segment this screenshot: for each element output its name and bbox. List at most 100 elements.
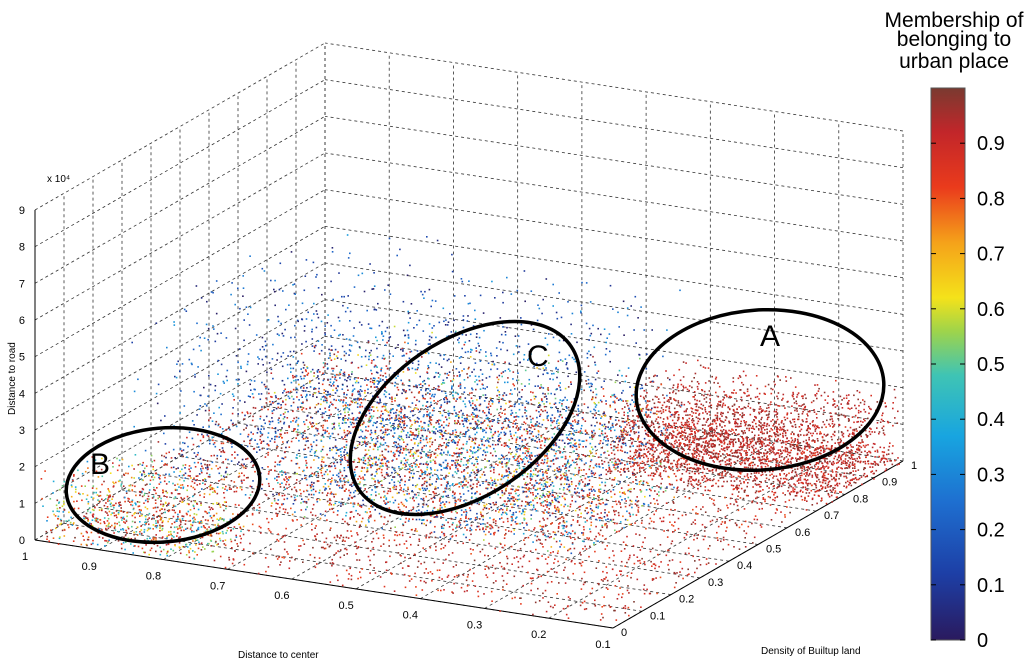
data-point: [194, 558, 196, 560]
data-point: [120, 529, 122, 531]
data-point: [804, 394, 806, 396]
data-point: [323, 457, 325, 459]
data-point: [555, 477, 557, 479]
data-point: [723, 435, 725, 437]
data-point: [708, 406, 710, 408]
data-point: [144, 474, 146, 476]
data-point: [697, 360, 699, 362]
data-point: [327, 474, 329, 476]
data-point: [802, 482, 804, 484]
data-point: [190, 486, 192, 488]
data-point: [285, 488, 287, 490]
data-point: [808, 411, 810, 413]
data-point: [484, 507, 486, 509]
data-point: [785, 441, 787, 443]
data-point: [892, 425, 894, 427]
data-point: [593, 467, 595, 469]
data-point: [139, 463, 141, 465]
data-point: [791, 486, 793, 488]
data-point: [517, 436, 519, 438]
data-point: [408, 464, 410, 466]
data-point: [664, 441, 666, 443]
data-point: [660, 417, 662, 419]
data-point: [617, 470, 619, 472]
data-point: [792, 440, 794, 442]
data-point: [766, 410, 768, 412]
data-point: [200, 521, 202, 523]
data-point: [650, 381, 652, 383]
data-point: [773, 452, 775, 454]
data-point: [440, 536, 442, 538]
data-point: [610, 519, 612, 521]
data-point: [800, 434, 802, 436]
data-point: [115, 515, 117, 517]
data-point: [802, 411, 804, 413]
data-point: [876, 427, 878, 429]
data-point: [627, 412, 629, 414]
data-point: [559, 540, 561, 542]
data-point: [702, 428, 704, 430]
side-wall-grid-line: [325, 43, 903, 131]
data-point: [863, 469, 865, 471]
data-point: [540, 414, 542, 416]
data-point: [772, 477, 774, 479]
data-point: [57, 525, 59, 527]
data-point: [112, 512, 114, 514]
data-point: [778, 392, 780, 394]
data-point: [510, 453, 512, 455]
data-point: [604, 490, 606, 492]
data-point: [378, 493, 380, 495]
data-point: [695, 373, 697, 375]
data-point: [812, 475, 814, 477]
data-point: [93, 497, 95, 499]
data-point: [240, 487, 242, 489]
data-point: [817, 384, 819, 386]
data-point: [50, 529, 52, 531]
data-point: [677, 464, 679, 466]
data-point: [767, 419, 769, 421]
data-point: [656, 460, 658, 462]
data-point: [460, 382, 462, 384]
data-point: [192, 522, 194, 524]
data-point: [633, 488, 635, 490]
data-point: [497, 382, 499, 384]
data-point: [549, 485, 551, 487]
data-point: [814, 384, 816, 386]
data-point: [639, 441, 641, 443]
data-point: [147, 530, 149, 532]
data-point: [529, 490, 531, 492]
data-point: [297, 424, 299, 426]
data-point: [786, 479, 788, 481]
data-point: [655, 469, 657, 471]
data-point: [831, 439, 833, 441]
data-point: [318, 457, 320, 459]
data-point: [109, 491, 111, 493]
data-point: [561, 405, 563, 407]
data-point: [775, 434, 777, 436]
data-point: [571, 553, 573, 555]
data-point: [816, 480, 818, 482]
data-point: [886, 454, 888, 456]
data-point: [167, 521, 169, 523]
data-point: [372, 463, 374, 465]
data-point: [370, 370, 372, 372]
data-point: [323, 486, 325, 488]
data-point: [166, 537, 168, 539]
data-point: [669, 392, 671, 394]
data-point: [685, 414, 687, 416]
data-point: [340, 358, 342, 360]
data-point: [884, 402, 886, 404]
data-point: [828, 473, 830, 475]
data-point: [591, 512, 593, 514]
data-point: [614, 430, 616, 432]
data-point: [686, 464, 688, 466]
data-point: [411, 473, 413, 475]
data-point: [122, 459, 124, 461]
data-point: [761, 462, 763, 464]
data-point: [483, 531, 485, 533]
data-point: [583, 532, 585, 534]
data-point: [895, 397, 897, 399]
data-point: [666, 486, 668, 488]
data-point: [845, 482, 847, 484]
data-point: [566, 483, 568, 485]
